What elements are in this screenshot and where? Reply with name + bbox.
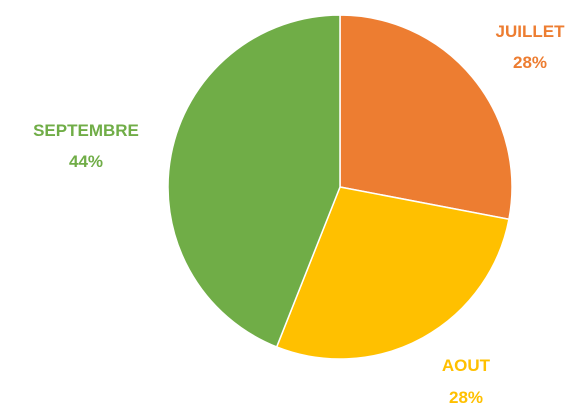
pie-slice-aout [275,186,510,360]
slices-layer [167,14,513,360]
slice-percent-label-juillet: 28% [513,53,547,72]
slice-percent-label-septembre: 44% [69,152,103,171]
pie-slice-juillet [339,14,513,221]
slice-percent-label-aout: 28% [449,388,483,407]
pie-slice-septembre [167,14,341,348]
labels-layer: JUILLET 28% AOUT 28% SEPTEMBRE 44% [33,22,565,407]
slice-category-label-aout: AOUT [442,356,491,375]
slice-category-label-septembre: SEPTEMBRE [33,121,139,140]
slice-category-label-juillet: JUILLET [496,22,566,41]
